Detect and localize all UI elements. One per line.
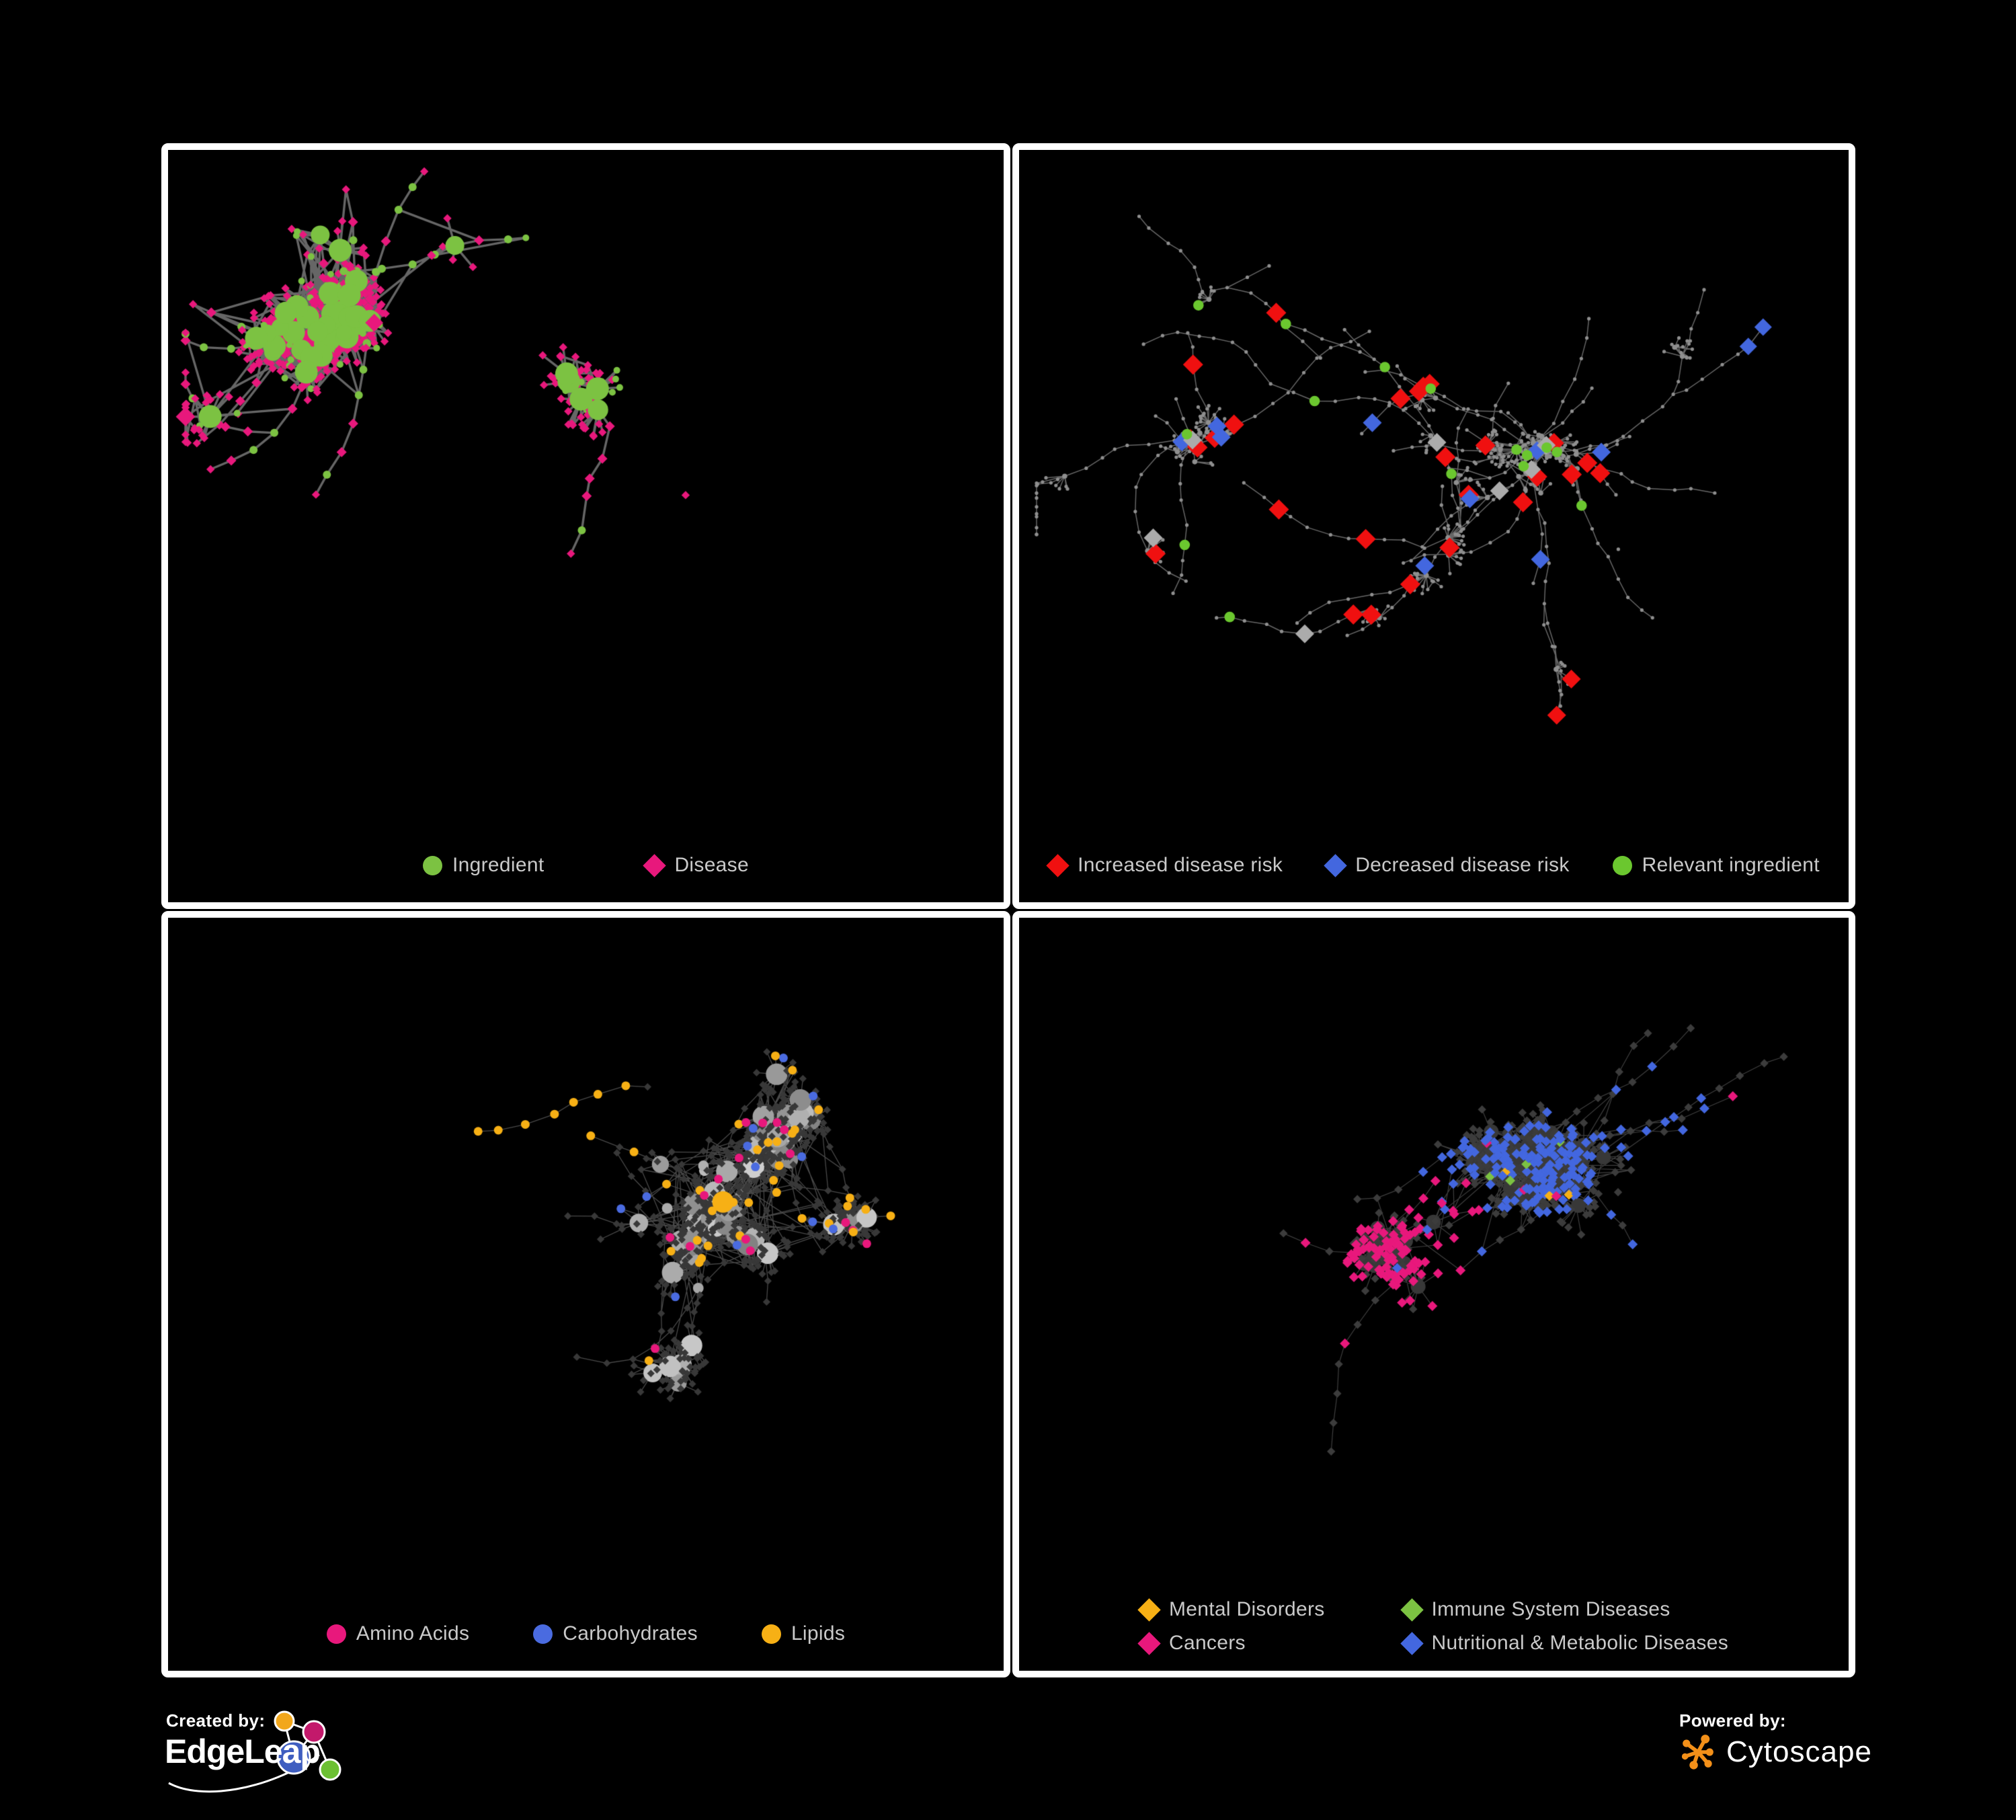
legend-disease-risk: Increased disease risk Decreased disease…	[1019, 853, 1849, 877]
edgeleap-brand: Created by: EdgeLeap	[163, 1704, 358, 1801]
cytoscape-brand: Powered by: Cytoscape	[1677, 1704, 1885, 1798]
legend-label: Lipids	[791, 1622, 846, 1645]
legend-nutrient-classes: Amino Acids Carbohydrates Lipids	[168, 1622, 1004, 1645]
legend-label: Immune System Diseases	[1431, 1598, 1670, 1620]
relevant-ingredient-swatch-icon	[1612, 855, 1632, 875]
legend-ingredient-disease: Ingredient Disease	[168, 853, 1004, 877]
legend-label: Mental Disorders	[1169, 1598, 1325, 1620]
powered-by-label: Powered by:	[1679, 1710, 1786, 1731]
amino-acids-swatch-icon	[326, 1624, 346, 1644]
legend-item: Relevant ingredient	[1612, 854, 1820, 877]
immune-system-diseases-swatch-icon	[1400, 1597, 1424, 1622]
legend-item: Decreased disease risk	[1324, 853, 1570, 877]
legend-item: Disease	[643, 853, 749, 877]
legend-label: Relevant ingredient	[1642, 854, 1820, 876]
legend-item: Mental Disorders	[1137, 1597, 1325, 1622]
decreased-risk-swatch-icon	[1324, 853, 1347, 877]
cytoscape-wordmark: Cytoscape	[1726, 1735, 1872, 1768]
increased-risk-swatch-icon	[1046, 853, 1070, 877]
legend-item: Carbohydrates	[533, 1622, 698, 1645]
edgeleap-logo-icon	[168, 1710, 341, 1793]
ingredient-swatch-icon	[423, 855, 443, 875]
legend-label: Nutritional & Metabolic Diseases	[1431, 1632, 1728, 1654]
legend-item: Lipids	[761, 1622, 846, 1645]
legend-disease-classes: Mental Disorders Immune System Diseases …	[1137, 1597, 1728, 1655]
legend-label: Decreased disease risk	[1355, 854, 1570, 876]
legend-item: Amino Acids	[326, 1622, 470, 1645]
network-canvas-disease-risk	[1019, 150, 1849, 823]
legend-label: Disease	[674, 854, 749, 876]
disease-swatch-icon	[643, 853, 667, 877]
panel-disease-risk: Increased disease risk Decreased disease…	[1012, 143, 1855, 909]
network-canvas-nutrient-classes	[168, 918, 1004, 1591]
legend-label: Amino Acids	[356, 1622, 470, 1645]
nutritional-metabolic-diseases-swatch-icon	[1400, 1631, 1424, 1655]
network-canvas-disease-classes	[1019, 918, 1849, 1591]
panel-disease-classes: Mental Disorders Immune System Diseases …	[1012, 911, 1855, 1677]
panel-nutrient-classes: Amino Acids Carbohydrates Lipids	[161, 911, 1010, 1677]
cancers-swatch-icon	[1137, 1631, 1161, 1655]
carbohydrates-swatch-icon	[533, 1624, 553, 1644]
cytoscape-logo-row: Cytoscape	[1679, 1733, 1872, 1771]
legend-item: Nutritional & Metabolic Diseases	[1400, 1631, 1728, 1655]
legend-item: Cancers	[1137, 1631, 1325, 1655]
edgeleap-wordmark: EdgeLeap	[165, 1733, 321, 1770]
legend-item: Increased disease risk	[1046, 853, 1283, 877]
panel-ingredient-disease: Ingredient Disease	[161, 143, 1010, 909]
legend-label: Carbohydrates	[563, 1622, 698, 1645]
cytoscape-logo-icon	[1681, 1735, 1713, 1770]
mental-disorders-swatch-icon	[1137, 1597, 1161, 1622]
legend-item: Ingredient	[423, 854, 544, 877]
legend-label: Increased disease risk	[1078, 854, 1283, 876]
network-canvas-ingredient-disease	[168, 150, 1004, 823]
lipids-swatch-icon	[761, 1624, 781, 1644]
legend-label: Cancers	[1169, 1632, 1246, 1654]
created-by-label: Created by:	[166, 1710, 266, 1731]
legend-item: Immune System Diseases	[1400, 1597, 1728, 1622]
legend-label: Ingredient	[452, 854, 545, 876]
